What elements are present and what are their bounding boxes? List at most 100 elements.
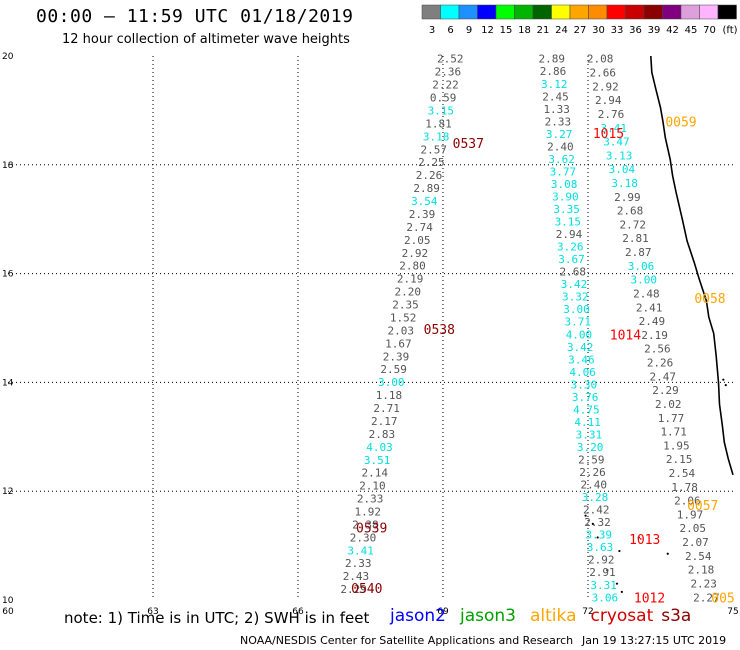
wave-height-value: 2.72 [620,218,647,231]
wave-height-value: 2.22 [432,79,459,92]
wave-height-value: 2.17 [371,415,398,428]
lat-tick-label: 12 [2,487,13,497]
wave-height-value: 3.15 [555,216,582,229]
lat-tick-label: 18 [2,161,14,171]
colorbar-label: 15 [500,25,513,36]
wave-height-value: 3.27 [546,128,573,141]
wave-height-value: 3.54 [411,195,438,208]
wave-height-value: 3.12 [541,78,568,91]
wave-height-value: 2.18 [688,564,715,577]
wave-height-value: 2.05 [404,234,431,247]
lon-tick-label: 63 [147,607,158,617]
wave-height-value: 2.59 [578,454,605,467]
wave-height-value: 2.26 [416,169,443,182]
coastline [650,55,734,476]
lon-tick-label: 60 [2,607,14,617]
colorbar-label: (ft) [722,25,737,36]
wave-height-value: 2.86 [540,65,567,78]
wave-height-value: 2.54 [685,550,712,563]
wave-height-value: 2.29 [652,384,679,397]
wave-height-value: 4.11 [574,416,601,429]
wave-height-value: 4.75 [573,403,600,416]
wave-height-value: 3.30 [571,378,598,391]
wave-height-value: 2.57 [420,143,447,156]
wave-height-value: 4.00 [566,328,593,341]
wave-height-value: 2.54 [669,467,696,480]
wave-height-value: 3.41 [600,122,627,135]
colorbar-swatch [717,4,737,20]
pass-time-label: 0538 [424,323,455,338]
colorbar-label: 36 [629,25,642,36]
wave-height-value: 2.26 [579,466,606,479]
wave-height-value: 2.91 [589,566,616,579]
wave-height-value: 2.19 [397,273,424,286]
wave-height-value: 3.47 [603,136,630,149]
wave-height-value: 4.03 [366,441,393,454]
wave-height-value: 3.28 [582,491,609,504]
colorbar-label: 27 [574,25,587,36]
colorbar-label: 3 [429,25,435,36]
wave-height-value: 2.48 [633,287,660,300]
wave-height-value: 2.45 [542,90,569,103]
wave-height-value: 1.71 [660,426,687,439]
wave-height-value: 3.39 [585,529,612,542]
wave-height-value: 2.23 [690,577,717,590]
wave-height-value: 3.04 [609,163,636,176]
pass-time-label: 0057 [687,499,718,514]
island-dot [666,552,669,555]
island-dot [620,590,623,593]
colorbar-label: 45 [685,25,698,36]
wave-height-value: 4.06 [569,366,596,379]
wave-height-value: 3.08 [551,178,578,191]
wave-height-value: 2.76 [598,108,625,121]
wave-height-value: 2.68 [560,266,587,279]
wave-height-value: 2.38 [352,518,379,531]
wave-height-value: 1.18 [376,389,403,402]
footer-agency: NOAA/NESDIS Center for Satellite Applica… [240,634,574,647]
wave-height-value: 2.19 [641,329,668,342]
wave-height-value: 3.13 [606,149,633,162]
wave-height-value: 2.99 [614,191,641,204]
wave-height-value: 2.94 [595,94,622,107]
pass-time-label: 005 [711,591,734,606]
island-dot [606,568,609,572]
wave-height-value: 2.94 [556,228,583,241]
pass-time-label: 1014 [610,329,641,344]
wave-height-value: 3.42 [567,341,594,354]
wave-height-value: 3.41 [347,544,374,557]
wave-height-value: 2.32 [584,516,611,529]
wave-height-value: 3.31 [590,579,617,592]
wave-height-value: 2.33 [545,115,572,128]
wave-height-value: 3.06 [628,260,655,273]
wave-height-value: 2.83 [369,428,396,441]
wave-height-value: 2.92 [592,80,619,93]
lat-tick-label: 20 [2,52,14,62]
wave-height-value: 3.77 [550,165,577,178]
lon-tick-label: 66 [292,607,304,617]
page-title: 00:00 – 11:59 UTC 01/18/2019 [36,6,354,27]
wave-height-value: 3.35 [553,203,580,216]
satellite-legend: jason2 jason3 altika cryosat s3a [390,606,705,626]
units-note: note: 1) Time is in UTC; 2) SWH is in fe… [64,609,370,627]
satellite-label-cryosat: cryosat [590,606,654,626]
wave-height-value: 3.00 [563,303,590,316]
wave-height-value: 2.15 [666,453,693,466]
pass-time-label: 1015 [593,127,624,142]
satellite-label-jason2: jason2 [390,606,446,626]
wave-height-value: 2.26 [647,357,674,370]
wave-height-value: 3.46 [568,353,595,366]
colorbar-label: 33 [611,25,624,36]
colorbar-label: 30 [592,25,605,36]
wave-height-value: 2.59 [380,363,407,376]
lat-tick-label: 14 [2,378,14,388]
wave-height-value: 3.18 [423,130,450,143]
wave-height-value: 2.06 [674,495,701,508]
island-dot [591,522,594,525]
colorbar-label: 12 [481,25,494,36]
page-subtitle: 12 hour collection of altimeter wave hei… [62,32,350,47]
wave-height-value: 2.49 [639,315,666,328]
wave-height-value: 1.92 [354,506,381,519]
wave-height-value: 1.78 [671,481,698,494]
wave-height-value: 2.33 [357,493,384,506]
wave-height-value: 2.68 [617,205,644,218]
